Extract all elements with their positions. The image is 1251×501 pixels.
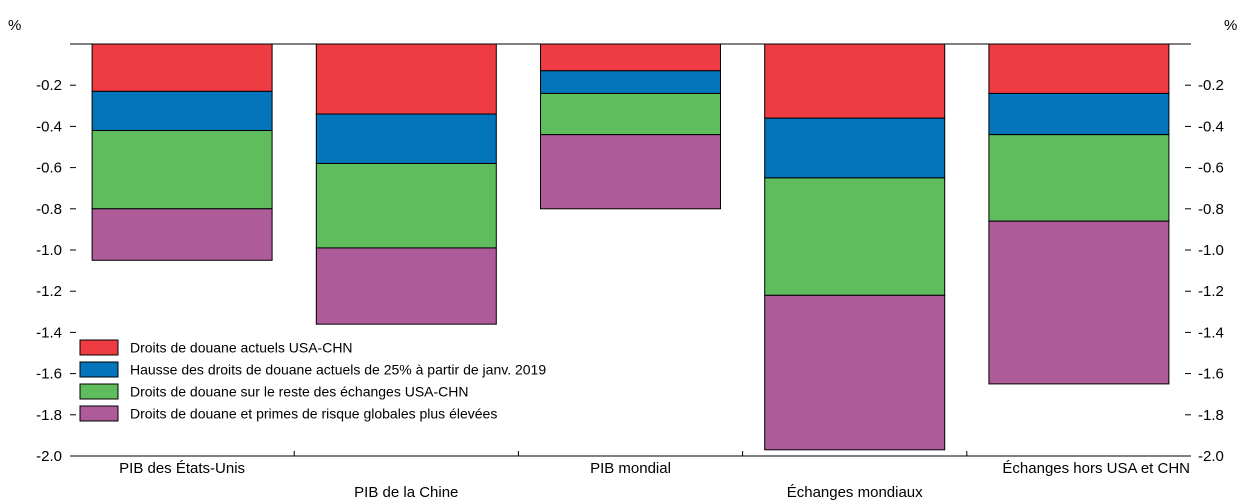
bar-segment-3-2 <box>540 70 721 94</box>
y-tick-label-right: -0.8 <box>1198 201 1224 218</box>
y-tick-label-left: -1.4 <box>36 324 62 341</box>
legend-label-2: Hausse des droits de douane actuels de 2… <box>130 362 546 378</box>
bars-group <box>91 43 1170 451</box>
y-tick-label-right: -1.8 <box>1198 407 1224 424</box>
bar-segment-2-4 <box>315 247 497 325</box>
y-tick-label-left: -1.0 <box>36 242 62 259</box>
x-category-label: PIB de la Chine <box>354 484 458 501</box>
x-category-label: Échanges hors USA et CHN <box>1002 460 1190 477</box>
y-unit-right: % <box>1224 17 1237 34</box>
y-tick-label-left: -1.2 <box>36 283 62 300</box>
y-tick-label-right: -1.0 <box>1198 242 1224 259</box>
y-tick-label-left: -0.2 <box>36 77 62 94</box>
y-unit-left: % <box>8 17 21 34</box>
y-tick-label-left: -0.4 <box>36 118 62 135</box>
bar-segment-2-1 <box>315 43 497 115</box>
bar-segment-2-2 <box>315 113 497 164</box>
x-category-label: PIB des États-Unis <box>119 460 245 477</box>
legend-label-1: Droits de douane actuels USA-CHN <box>130 340 353 356</box>
x-category-label: PIB mondial <box>590 460 671 477</box>
legend-swatch-3 <box>79 383 119 400</box>
legend-swatch-1 <box>79 339 119 356</box>
bar-segment-1-4 <box>91 208 273 261</box>
bar-segment-4-1 <box>764 43 946 119</box>
y-tick-label-left: -2.0 <box>36 448 62 465</box>
bar-segment-5-4 <box>988 220 1170 385</box>
legend: Droits de douane actuels USA-CHN Hausse d… <box>79 339 546 422</box>
x-category-labels: PIB des États-Unis PIB de la Chine PIB mon… <box>119 460 1190 501</box>
bar-segment-1-3 <box>91 130 273 210</box>
bar-segment-4-3 <box>764 177 946 296</box>
y-tick-label-left: -1.6 <box>36 366 62 383</box>
y-tick-label-left: -0.6 <box>36 160 62 177</box>
x-category-label: Échanges mondiaux <box>787 484 923 501</box>
bar-segment-3-1 <box>540 43 721 72</box>
y-tick-label-right: -0.6 <box>1198 160 1224 177</box>
axes-group <box>70 43 1191 457</box>
bar-segment-3-3 <box>540 92 721 136</box>
legend-swatch-4 <box>79 405 119 422</box>
y-tick-label-right: -0.4 <box>1198 118 1224 135</box>
y-tick-label-right: -1.6 <box>1198 366 1224 383</box>
bar-segment-3-4 <box>540 134 721 210</box>
bar-segment-1-2 <box>91 90 273 132</box>
y-tick-label-right: -2.0 <box>1198 448 1224 465</box>
bar-segment-4-2 <box>764 117 946 179</box>
y-tick-label-right: -1.2 <box>1198 283 1224 300</box>
y-tick-label-left: -0.8 <box>36 201 62 218</box>
bar-segment-1-1 <box>91 43 273 92</box>
bar-segment-4-4 <box>764 294 946 451</box>
bar-segment-2-3 <box>315 162 497 249</box>
y-ticks-right: -0.2 -0.4 -0.6 -0.8 -1.0 -1.2 -1.4 -1.6 -1.8 -2.0 <box>1185 77 1224 465</box>
y-tick-label-left: -1.8 <box>36 407 62 424</box>
y-ticks-left: -0.2 -0.4 -0.6 -0.8 -1.0 -1.2 -1.4 -1.6 -1.8 -2.0 <box>36 77 76 465</box>
legend-label-3: Droits de douane sur le reste des échang… <box>130 384 469 400</box>
legend-swatch-2 <box>79 361 119 378</box>
bar-segment-5-1 <box>988 43 1170 94</box>
legend-label-4: Droits de douane et primes de risque glo… <box>130 406 497 422</box>
bar-segment-5-2 <box>988 92 1170 136</box>
y-tick-label-right: -1.4 <box>1198 324 1224 341</box>
y-tick-label-right: -0.2 <box>1198 77 1224 94</box>
bar-segment-5-3 <box>988 134 1170 222</box>
